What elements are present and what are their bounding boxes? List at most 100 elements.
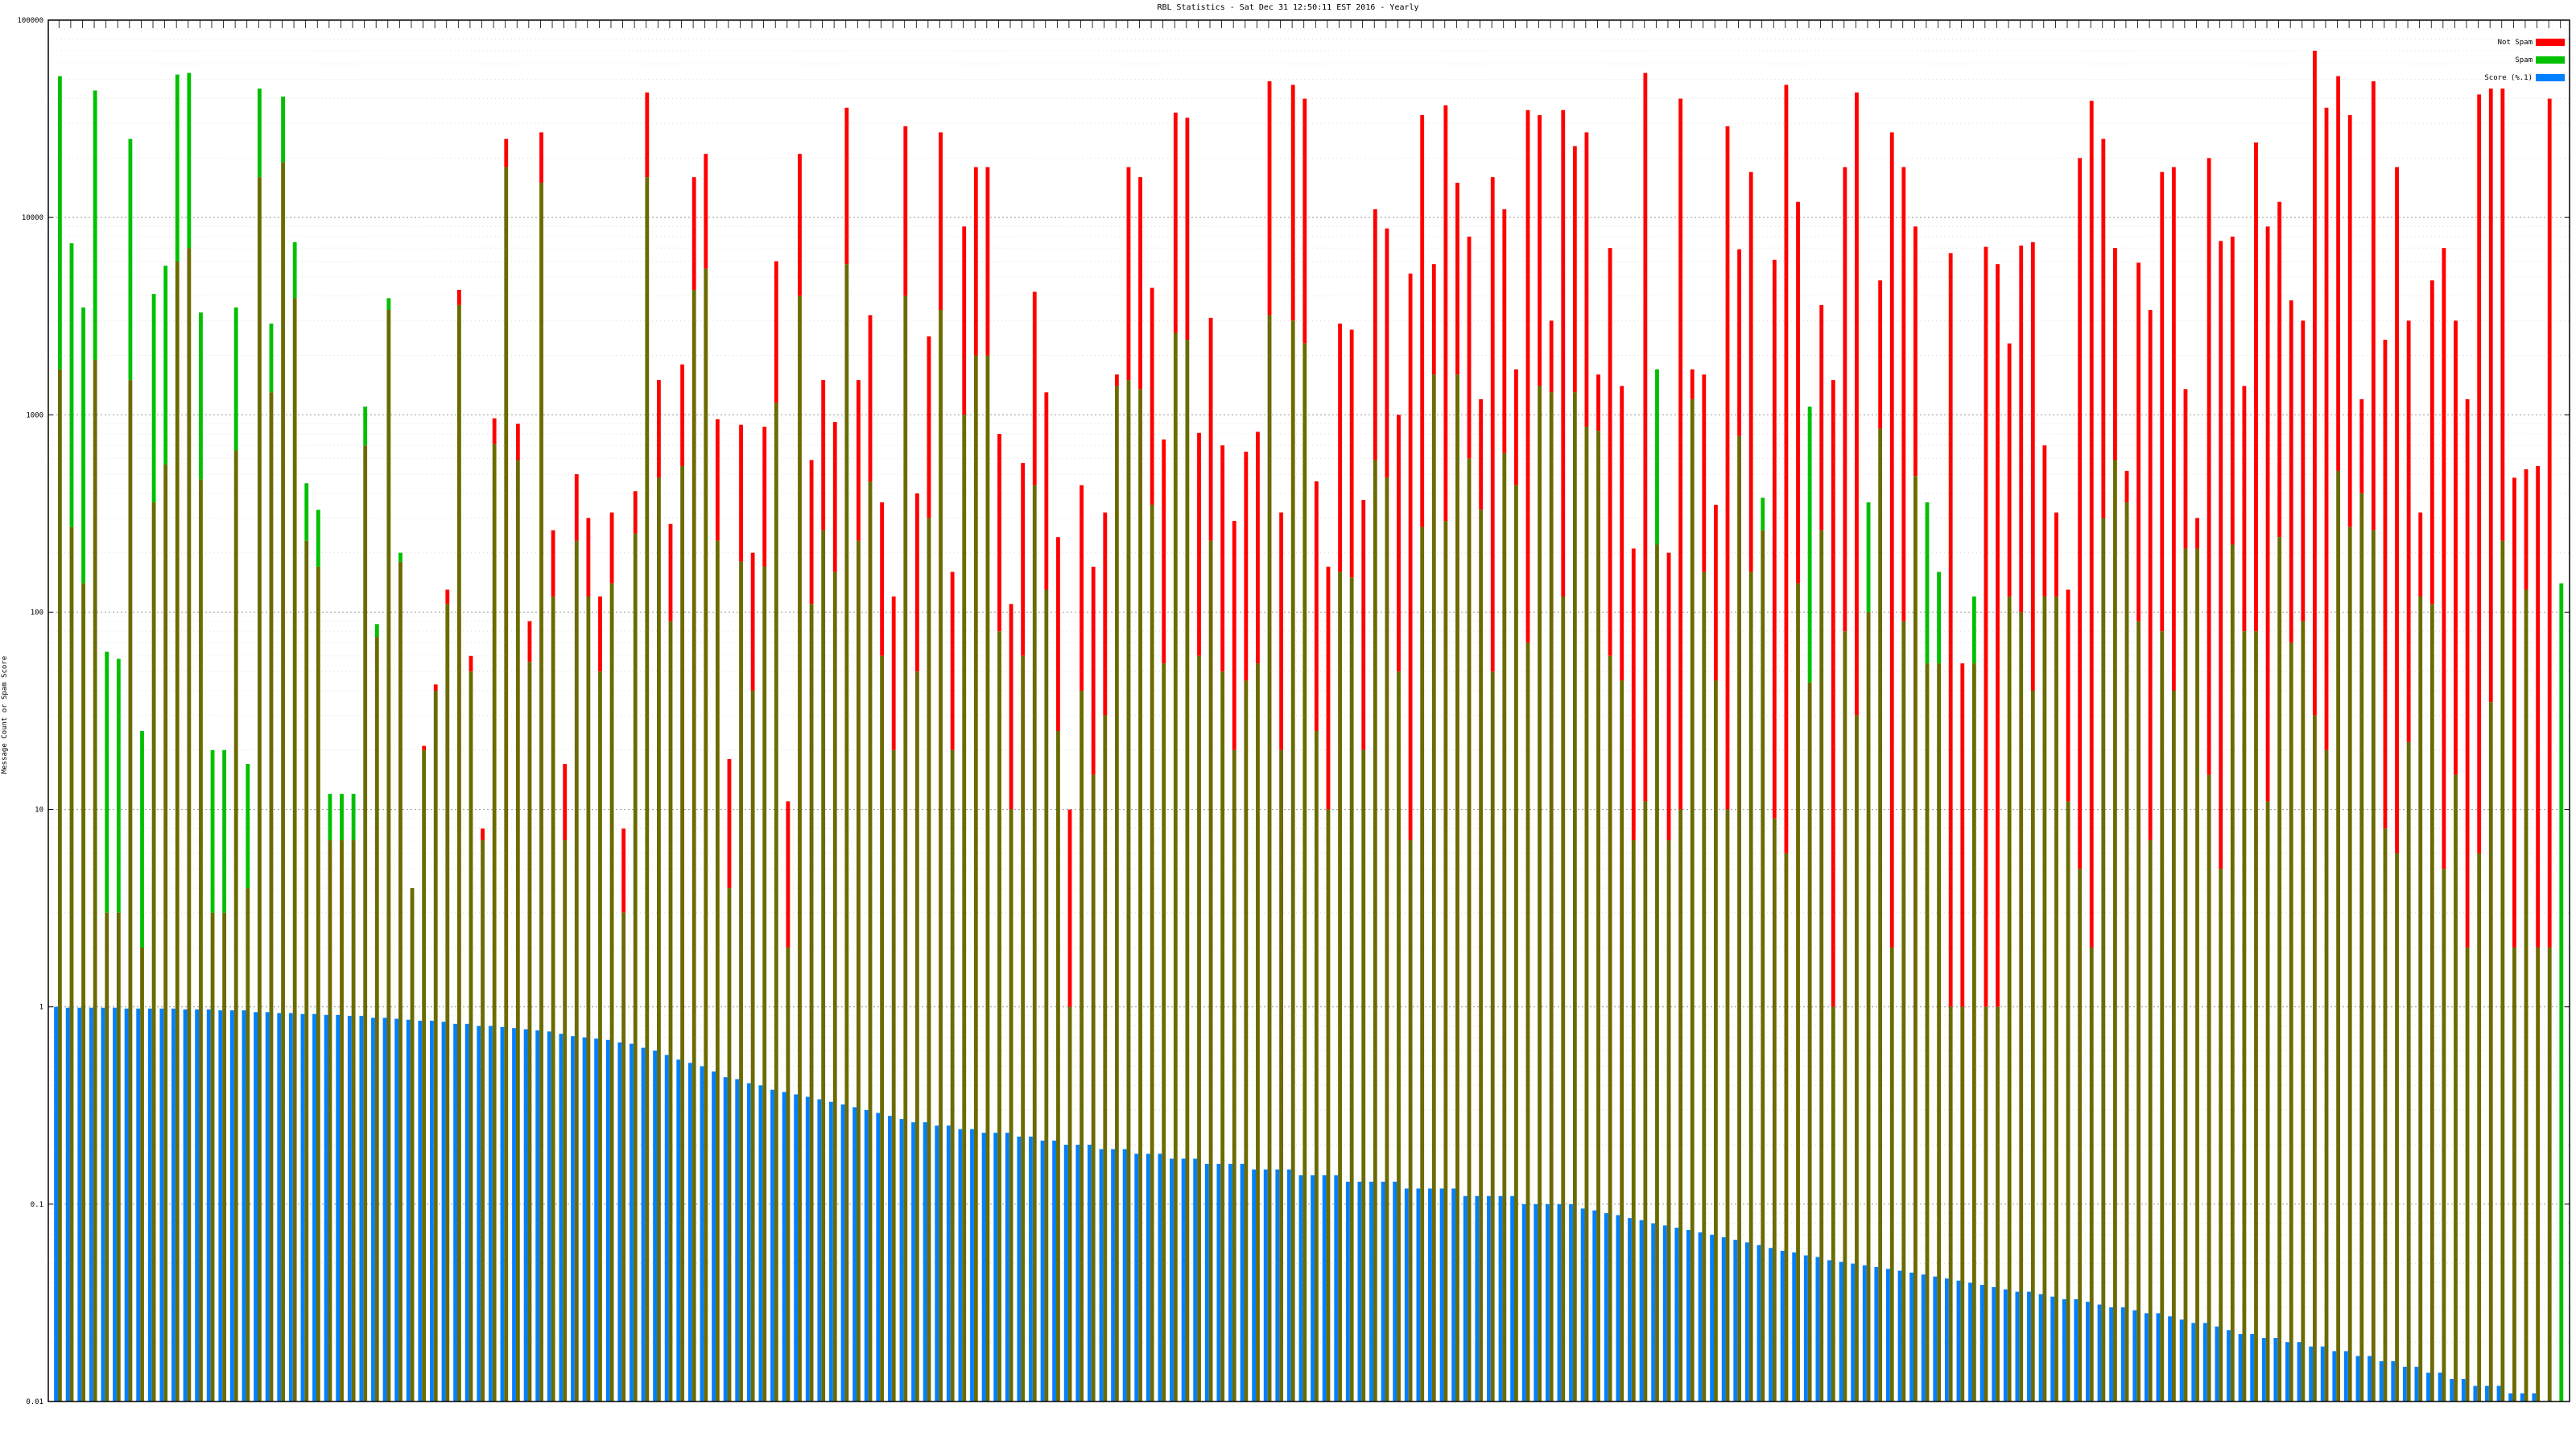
bar-overlap (832, 572, 837, 1402)
bar-overlap (680, 465, 685, 1402)
bar-not-spam (1385, 228, 1389, 478)
bar-not-spam (1784, 85, 1789, 853)
bar-not-spam (1267, 80, 1272, 316)
bar-score (288, 1013, 293, 1402)
bar-overlap (2500, 540, 2505, 1402)
bar-overlap (1091, 774, 1096, 1402)
bar-overlap (1361, 749, 1366, 1402)
bar-overlap (105, 912, 109, 1402)
bar-not-spam (739, 424, 743, 562)
bar-score (829, 1101, 833, 1402)
bar-score (1369, 1181, 1373, 1402)
bar-overlap (598, 671, 602, 1402)
bar-score (1017, 1136, 1022, 1402)
bar-overlap (574, 540, 579, 1402)
y-tick-label: 100000 (17, 17, 43, 25)
bar-score (254, 1012, 258, 1402)
bar-score (171, 1008, 175, 1402)
bar-spam (1937, 572, 1942, 664)
bar-spam (363, 407, 368, 446)
bar-not-spam (551, 530, 555, 597)
bar-overlap (621, 912, 626, 1402)
bar-overlap (704, 268, 708, 1402)
bar-overlap (880, 655, 885, 1402)
bar-overlap (374, 637, 379, 1402)
legend: Not Spam Spam Score (%.1) (2484, 39, 2565, 82)
bar-score (1393, 1181, 1397, 1402)
bar-overlap (1889, 947, 1894, 1402)
bar-score (946, 1125, 951, 1402)
bar-not-spam (1561, 109, 1566, 597)
bar-overlap (2324, 749, 2329, 1402)
bar-score (1099, 1149, 1104, 1402)
bar-score (1311, 1175, 1315, 1402)
bar-score (687, 1063, 692, 1402)
bar-score (746, 1083, 751, 1402)
bar-not-spam (2042, 445, 2047, 597)
bar-overlap (128, 380, 133, 1402)
bar-overlap (1338, 572, 1342, 1402)
bar-overlap (2301, 621, 2306, 1402)
bar-spam (292, 242, 297, 299)
bar-overlap (81, 583, 85, 1402)
bar-score (1439, 1188, 1444, 1402)
bar-overlap (2030, 690, 2035, 1402)
bar-score (2532, 1393, 2537, 1402)
bar-not-spam (1596, 374, 1600, 431)
bar-score (935, 1125, 939, 1402)
bar-score (1909, 1272, 1914, 1402)
bar-overlap (973, 355, 978, 1402)
bar-not-spam (2089, 101, 2094, 947)
bar-spam (316, 510, 320, 567)
bar-not-spam (422, 745, 427, 750)
bar-score (1286, 1169, 1291, 1402)
bar-score (277, 1013, 282, 1402)
bar-not-spam (691, 177, 696, 290)
bar-score (1345, 1181, 1350, 1402)
bar-overlap (1690, 398, 1695, 1402)
bar-overlap (1937, 663, 1942, 1402)
bar-not-spam (668, 523, 673, 621)
bar-overlap (2418, 597, 2423, 1402)
bar-not-spam (2066, 589, 2070, 802)
bar-overlap (1996, 1006, 2000, 1402)
bar-overlap (1784, 852, 1789, 1402)
bar-score (794, 1094, 799, 1402)
bar-not-spam (997, 434, 1001, 632)
bar-not-spam (2254, 142, 2258, 632)
bar-overlap (2242, 631, 2247, 1402)
bar-overlap (2113, 460, 2117, 1402)
bar-not-spam (2230, 236, 2235, 545)
bar-score (1029, 1136, 1033, 1402)
bar-overlap (328, 840, 332, 1402)
bar-overlap (1796, 583, 1800, 1402)
bar-score (2285, 1342, 2289, 1402)
bar-not-spam (1538, 115, 1542, 386)
bar-score (676, 1059, 681, 1402)
bar-not-spam (1091, 566, 1096, 775)
bar-score (911, 1122, 915, 1402)
bar-overlap (1678, 809, 1683, 1402)
bar-overlap (2477, 852, 2482, 1402)
bar-score (2343, 1351, 2348, 1402)
bar-overlap (1725, 809, 1730, 1402)
legend-label-score: Score (%.1) (2484, 74, 2533, 82)
bar-not-spam (1044, 392, 1049, 590)
bar-not-spam (1584, 132, 1589, 427)
bar-overlap (914, 671, 919, 1402)
bar-not-spam (1114, 374, 1119, 386)
bar-not-spam (1126, 167, 1131, 381)
bar-not-spam (1408, 273, 1413, 840)
bar-overlap (539, 182, 543, 1402)
bar-score (1463, 1195, 1468, 1402)
bar-overlap (2289, 642, 2293, 1402)
bar-not-spam (2054, 512, 2058, 597)
bar-not-spam (2101, 138, 2106, 518)
bar-overlap (340, 840, 344, 1402)
bar-not-spam (1513, 369, 1518, 485)
bar-spam (246, 764, 250, 889)
bar-not-spam (1349, 329, 1354, 578)
bar-not-spam (433, 684, 438, 691)
bar-not-spam (1960, 663, 1965, 1007)
bar-score (1651, 1223, 1656, 1402)
